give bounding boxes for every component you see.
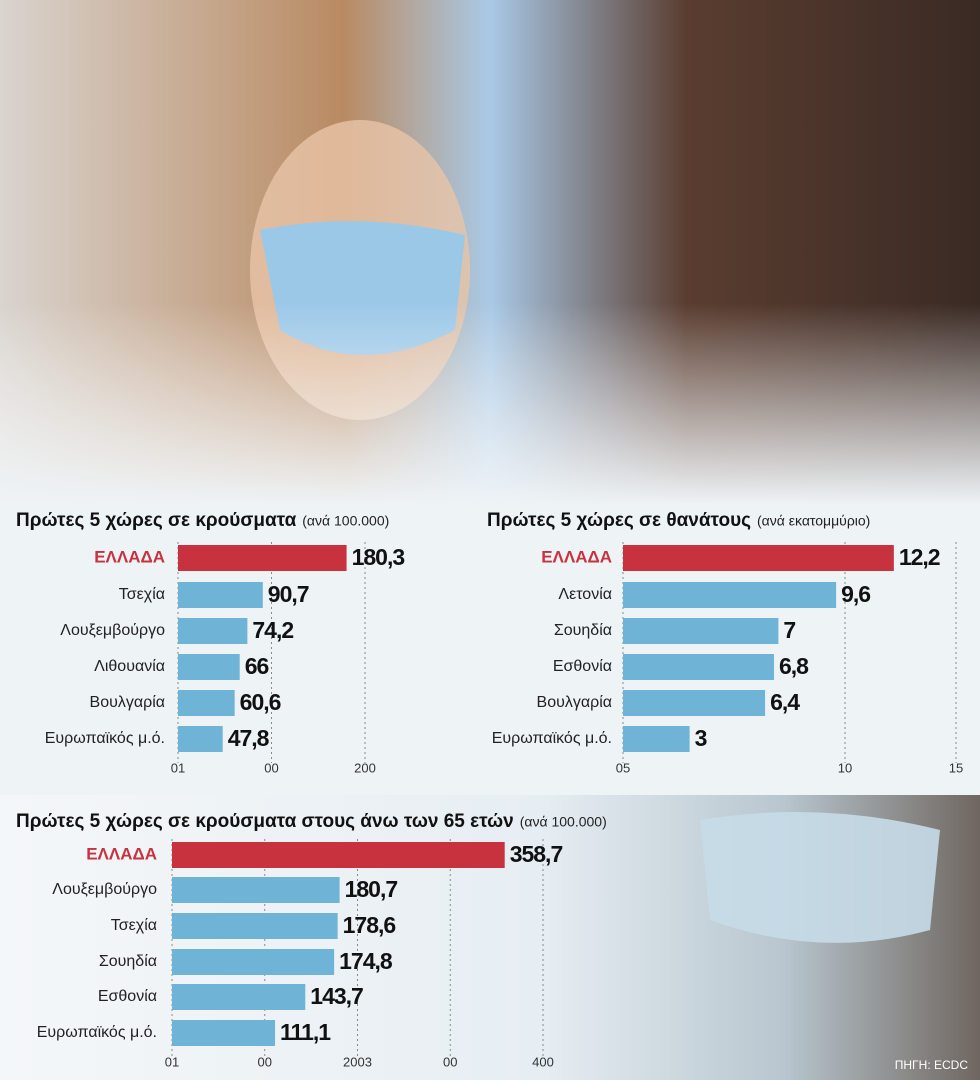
x-tick-label: 00 [264, 760, 278, 775]
bar [623, 618, 779, 644]
chart-title: Πρώτες 5 χώρες σε θανάτους [487, 510, 751, 531]
category-label: Βουλγαρία [537, 694, 612, 711]
chart-subtitle: (ανά εκατομμύριο) [757, 513, 870, 529]
bar [178, 618, 248, 644]
value-label: 6,8 [779, 653, 809, 679]
x-tick-label: 01 [171, 760, 185, 775]
bar [178, 545, 347, 571]
x-tick-label: 10 [838, 760, 852, 775]
category-label: ΕΛΛΑΔΑ [94, 547, 165, 566]
category-label: ΕΛΛΑΔΑ [86, 844, 157, 863]
category-label: Τσεχία [119, 586, 165, 603]
value-label: 358,7 [510, 841, 563, 867]
bar [623, 726, 690, 752]
bar [172, 1020, 276, 1046]
value-label: 143,7 [310, 983, 363, 1009]
value-label: 66 [245, 653, 269, 679]
category-label: Λετονία [558, 586, 612, 603]
category-label: Σουηδία [554, 622, 612, 639]
value-label: 90,7 [268, 581, 309, 607]
category-label: Ευρωπαϊκός μ.ό. [45, 730, 165, 747]
value-label: 111,1 [280, 1019, 331, 1045]
category-label: ΕΛΛΑΔΑ [541, 547, 612, 566]
x-tick-label: 00 [443, 1054, 457, 1069]
value-label: 7 [783, 617, 795, 643]
value-label: 3 [695, 725, 707, 751]
x-tick-label: 00 [258, 1054, 272, 1069]
chart-title: Πρώτες 5 χώρες σε κρούσματα [16, 510, 297, 531]
bar [623, 654, 774, 680]
value-label: 6,4 [770, 689, 800, 715]
x-tick-label: 01 [165, 1054, 179, 1069]
bar [178, 582, 263, 608]
bar [172, 877, 340, 903]
x-tick-label: 05 [616, 760, 630, 775]
value-label: 180,3 [352, 544, 405, 570]
category-label: Λιθουανία [94, 658, 165, 675]
category-label: Ευρωπαϊκός μ.ό. [492, 730, 612, 747]
x-tick-label: 400 [532, 1054, 554, 1069]
category-label: Βουλγαρία [90, 694, 165, 711]
x-tick-label: 200 [354, 760, 376, 775]
chart-title: Πρώτες 5 χώρες σε κρούσματα στους άνω τω… [16, 811, 514, 832]
x-tick-label: 2003 [343, 1054, 372, 1069]
bar [172, 842, 505, 868]
chart-subtitle: (ανά 100.000) [520, 814, 607, 830]
bar [623, 690, 766, 716]
value-label: 174,8 [339, 948, 393, 974]
category-label: Εσθονία [98, 988, 157, 1005]
category-label: Εσθονία [553, 658, 612, 675]
category-label: Λουξεμβούργο [52, 881, 157, 898]
value-label: 178,6 [343, 912, 396, 938]
bar [172, 949, 335, 975]
value-label: 12,2 [899, 544, 940, 570]
source: ΠΗΓΗ: ECDC [895, 1058, 969, 1072]
photo-mask-2 [700, 812, 940, 943]
value-label: 60,6 [240, 689, 281, 715]
value-label: 74,2 [252, 617, 293, 643]
bar [172, 913, 338, 939]
bar [623, 582, 837, 608]
bar [172, 984, 306, 1010]
value-label: 180,7 [345, 876, 398, 902]
category-label: Ευρωπαϊκός μ.ό. [37, 1024, 157, 1041]
photo-fade [0, 0, 980, 505]
bar [178, 654, 240, 680]
value-label: 47,8 [228, 725, 270, 751]
bar [178, 726, 223, 752]
x-tick-label: 15 [949, 760, 963, 775]
category-label: Τσεχία [111, 917, 157, 934]
bar [178, 690, 235, 716]
chart-subtitle: (ανά 100.000) [302, 513, 389, 529]
bar [623, 545, 894, 571]
category-label: Λουξεμβούργο [60, 622, 165, 639]
category-label: Σουηδία [99, 953, 157, 970]
value-label: 9,6 [841, 581, 870, 607]
